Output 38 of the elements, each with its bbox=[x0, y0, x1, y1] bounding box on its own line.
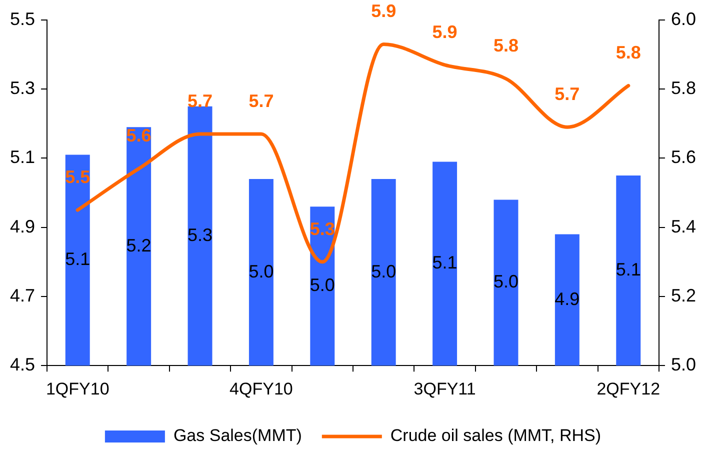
data-label: 5.1 bbox=[65, 249, 90, 270]
data-label: 5.7 bbox=[248, 91, 274, 112]
data-label: 5.6 bbox=[126, 126, 152, 146]
data-label: 5.7 bbox=[554, 84, 580, 104]
x-tick-label: 3QFY11 bbox=[414, 379, 476, 398]
data-label: 4.9 bbox=[554, 288, 580, 309]
y2-tick-label: 5.8 bbox=[670, 78, 696, 98]
data-label: 5.7 bbox=[187, 91, 213, 112]
data-label: 5.5 bbox=[65, 167, 90, 188]
data-label: 5.0 bbox=[371, 261, 396, 282]
data-label: 5.0 bbox=[310, 275, 335, 296]
data-label: 5.0 bbox=[248, 261, 274, 282]
legend-label: Gas Sales(MMT) bbox=[173, 426, 302, 446]
y-tick-label: 5.5 bbox=[10, 8, 36, 29]
y-tick-label: 4.7 bbox=[10, 285, 36, 306]
y2-tick-label: 5.6 bbox=[670, 147, 696, 168]
y-tick-label: 4.5 bbox=[10, 354, 36, 375]
x-tick-label: 1QFY10 bbox=[46, 379, 110, 398]
data-label: 5.9 bbox=[432, 22, 458, 42]
y-tick-label: 4.9 bbox=[10, 216, 36, 236]
data-label: 5.3 bbox=[310, 218, 335, 239]
y2-tick-label: 5.0 bbox=[670, 354, 696, 375]
y2-tick-label: 5.4 bbox=[670, 216, 696, 236]
data-label: 5.0 bbox=[493, 272, 519, 292]
data-label: 5.1 bbox=[432, 252, 458, 273]
data-label: 5.8 bbox=[616, 42, 641, 63]
y-tick-label: 5.1 bbox=[10, 147, 36, 168]
data-label: 5.8 bbox=[493, 36, 519, 56]
y-tick-label: 5.3 bbox=[10, 78, 36, 98]
x-tick-label: 4QFY10 bbox=[230, 379, 293, 398]
y2-tick-label: 6.0 bbox=[670, 8, 696, 29]
data-label: 5.1 bbox=[616, 260, 641, 280]
y2-tick-label: 5.2 bbox=[670, 285, 696, 306]
x-tick-label: 2QFY12 bbox=[596, 379, 660, 398]
data-label: 5.9 bbox=[371, 1, 396, 22]
data-label: 5.2 bbox=[126, 235, 152, 256]
legend-label: Crude oil sales (MMT, RHS) bbox=[390, 426, 602, 446]
data-label: 5.3 bbox=[187, 224, 213, 245]
